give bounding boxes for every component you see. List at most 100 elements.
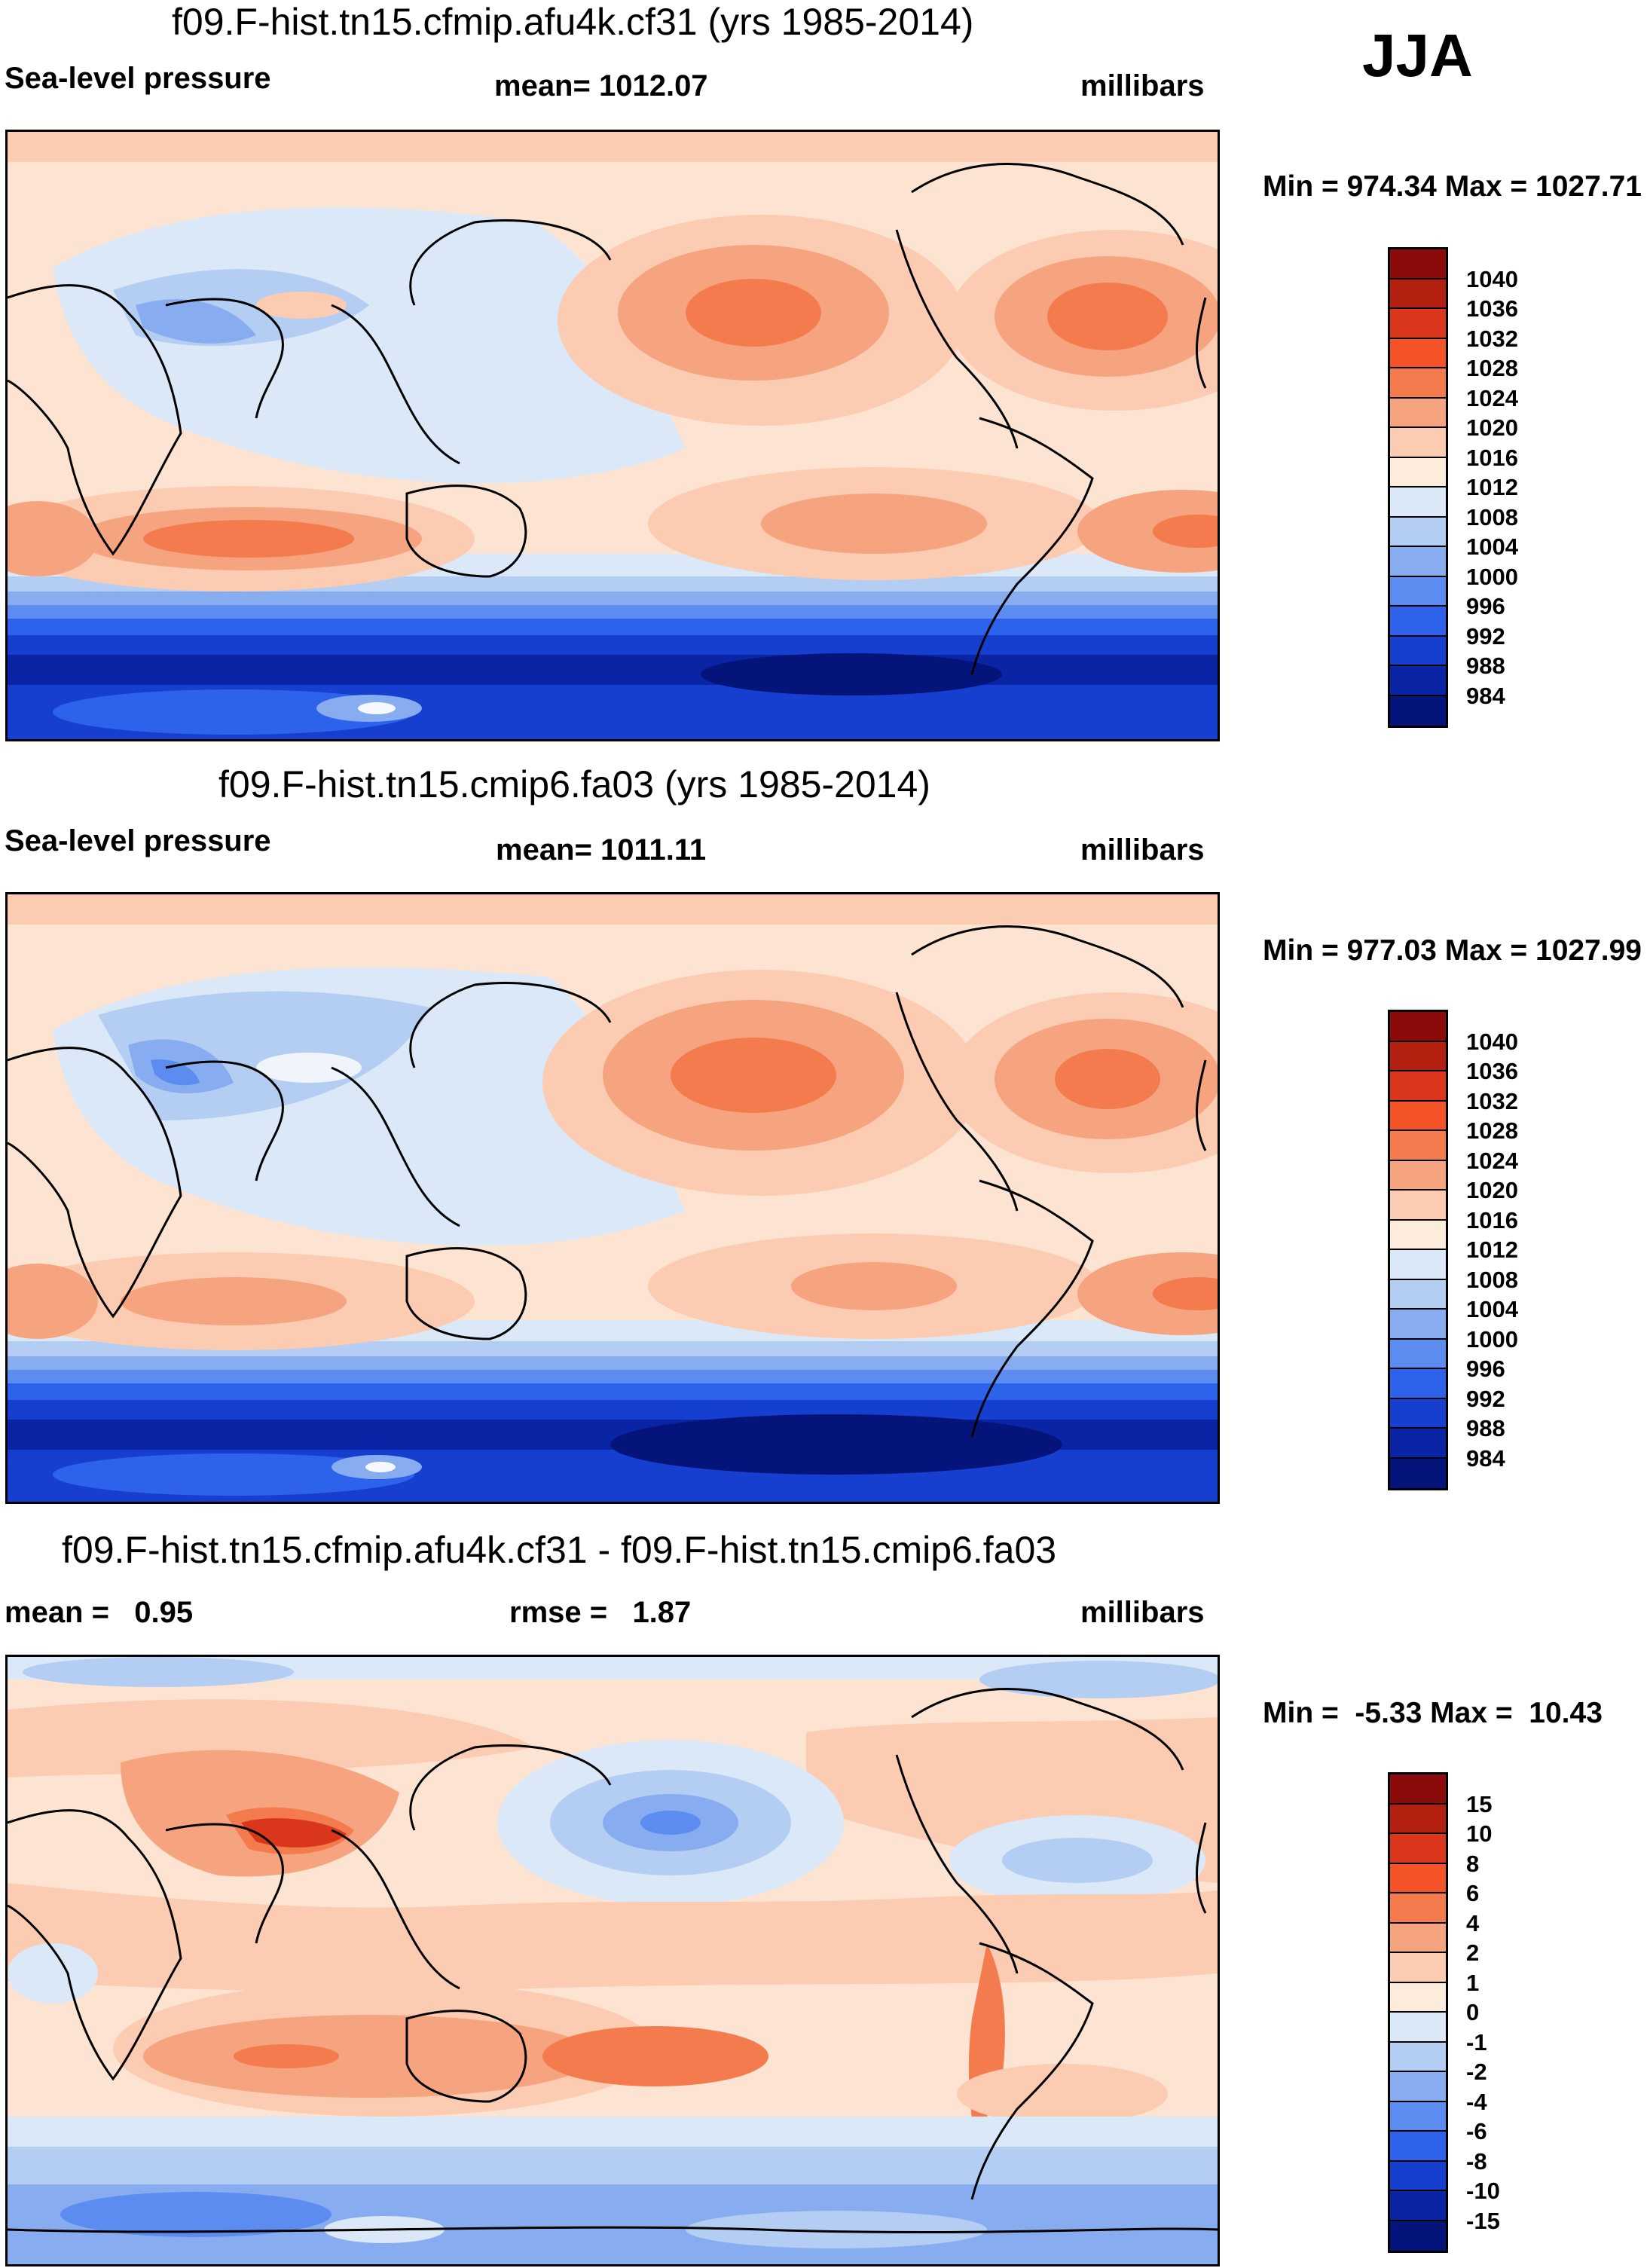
panel-3-colorbar-tick-label: -6 [1466, 2118, 1487, 2144]
panel-1-colorbar-segments [1390, 249, 1446, 726]
panel-2-colorbar-tick-label: 1000 [1466, 1325, 1518, 1353]
panel-3-colorbar-tick-label: 2 [1466, 1939, 1480, 1966]
panel-2-colorbar-tick-label: 1016 [1466, 1206, 1518, 1233]
panel-2-map [5, 892, 1220, 1504]
panel-2-colorbar-swatch [1390, 1012, 1446, 1042]
panel-3-colorbar-tick-label: 15 [1466, 1790, 1493, 1817]
panel-1-colorbar-swatch [1390, 279, 1446, 309]
panel-2-colorbar-tick-label: 1040 [1466, 1028, 1518, 1055]
panel-3-minmax: Min = -5.33 Max = 10.43 [1263, 1697, 1603, 1729]
panel-3-units-label: millibars [1080, 1596, 1205, 1629]
panel-3-colorbar-tick-label: 4 [1466, 1909, 1480, 1936]
panel-2-colorbar-swatch [1390, 1398, 1446, 1429]
panel-3-colorbar-swatch [1390, 1953, 1446, 1983]
panel-2-mean-label: mean= 1011.11 [496, 833, 707, 867]
panel-1-colorbar-tick-label: 1016 [1466, 444, 1518, 471]
panel-2-colorbar-tick-label: 1032 [1466, 1087, 1518, 1114]
panel-2-minmax: Min = 977.03 Max = 1027.99 [1263, 934, 1642, 967]
panel-3-colorbar-tick-label: -8 [1466, 2147, 1487, 2175]
panel-3-colorbar-swatch [1390, 1982, 1446, 2013]
panel-2-colorbar-swatch [1390, 1250, 1446, 1280]
panel-1-colorbar-swatch [1390, 695, 1446, 726]
panel-1-mean-label: mean= 1012.07 [494, 69, 708, 102]
panel-3-colorbar-tick-label: -4 [1466, 2088, 1487, 2115]
panel-2-colorbar-swatch [1390, 1310, 1446, 1340]
panel-3-colorbar-segments [1390, 1774, 1446, 2251]
panel-1-colorbar-tick-label: 988 [1466, 653, 1505, 679]
panel-1-colorbar-tick-label: 992 [1466, 622, 1505, 650]
panel-1-minmax: Min = 974.34 Max = 1027.71 [1263, 170, 1642, 203]
panel-1-colorbar [1388, 247, 1448, 728]
panel-3-colorbar-tick-label: 8 [1466, 1850, 1480, 1877]
panel-3-colorbar [1388, 1772, 1448, 2253]
panel-1-colorbar-swatch [1390, 607, 1446, 637]
panel-3-colorbar-tick-label: 0 [1466, 1999, 1480, 2025]
panel-2-colorbar-swatch [1390, 1220, 1446, 1250]
panel-1-colorbar-tick-label: 996 [1466, 593, 1505, 619]
panel-1-variable-label: Sea-level pressure [5, 62, 271, 95]
season-label: JJA [1362, 22, 1473, 89]
panel-2-colorbar-tick-label: 1024 [1466, 1147, 1518, 1174]
panel-3-colorbar-swatch [1390, 2013, 1446, 2043]
panel-1-colorbar-swatch [1390, 457, 1446, 488]
panel-2-colorbar-tick-label: 1012 [1466, 1236, 1518, 1263]
panel-2-colorbar-tick-label: 1020 [1466, 1177, 1518, 1203]
panel-1-colorbar-tick-label: 1000 [1466, 563, 1518, 590]
panel-1-colorbar-swatch [1390, 666, 1446, 696]
panel-2-title: f09.F-hist.tn15.cmip6.fa03 (yrs 1985-201… [218, 763, 930, 805]
panel-2-variable-label: Sea-level pressure [5, 824, 271, 857]
panel-1-colorbar-swatch [1390, 547, 1446, 577]
panel-1-colorbar-tick-label: 1028 [1466, 355, 1518, 381]
panel-1-colorbar-tick-label: 1020 [1466, 414, 1518, 441]
panel-3-colorbar-swatch [1390, 1834, 1446, 1864]
panel-2-colorbar-swatch [1390, 1160, 1446, 1191]
panel-3-colorbar-swatch [1390, 2132, 1446, 2162]
panel-2-colorbar-tick-label: 996 [1466, 1356, 1505, 1382]
panel-3-colorbar-swatch [1390, 2161, 1446, 2191]
panel-2-colorbar-tick-label: 992 [1466, 1385, 1505, 1412]
panel-2-colorbar-swatch [1390, 1369, 1446, 1399]
panel-2-colorbar-tick-label: 1036 [1466, 1058, 1518, 1084]
panel-1-colorbar-tick-label: 1024 [1466, 384, 1518, 411]
panel-3-colorbar-tick-label: -10 [1466, 2178, 1500, 2204]
panel-1-colorbar-tick-label: 1032 [1466, 325, 1518, 352]
panel-2-colorbar-tick-label: 1028 [1466, 1117, 1518, 1144]
panel-2-colorbar-swatch [1390, 1101, 1446, 1131]
panel-3-colorbar-tick-label: -1 [1466, 2028, 1487, 2056]
panel-2-colorbar-swatch [1390, 1458, 1446, 1488]
panel-1-colorbar-swatch [1390, 368, 1446, 399]
panel-1-colorbar-swatch [1390, 309, 1446, 339]
panel-3-colorbar-tick-label: -2 [1466, 2059, 1487, 2085]
panel-1-colorbar-tick-label: 1012 [1466, 474, 1518, 500]
panel-3-map [5, 1655, 1220, 2266]
panel-1-units-label: millibars [1080, 69, 1205, 102]
panel-2-colorbar-swatch [1390, 1191, 1446, 1221]
panel-1-colorbar-swatch [1390, 517, 1446, 547]
panel-1-colorbar-tick-label: 1008 [1466, 503, 1518, 530]
panel-3-colorbar-swatch [1390, 1894, 1446, 1924]
panel-3-colorbar-tick-label: 6 [1466, 1880, 1480, 1906]
panel-2-units-label: millibars [1080, 833, 1205, 867]
panel-3-title: f09.F-hist.tn15.cfmip.afu4k.cf31 - f09.F… [62, 1529, 1057, 1571]
panel-3-colorbar-swatch [1390, 2072, 1446, 2102]
panel-2-colorbar-swatch [1390, 1131, 1446, 1161]
panel-2-colorbar-segments [1390, 1012, 1446, 1488]
panel-1-colorbar-tick-label: 1040 [1466, 265, 1518, 292]
panel-3-colorbar-tick-label: 10 [1466, 1820, 1493, 1847]
panel-1-colorbar-swatch [1390, 428, 1446, 458]
panel-1-colorbar-tick-label: 1036 [1466, 295, 1518, 322]
panel-1-colorbar-swatch [1390, 488, 1446, 518]
panel-1-title: f09.F-hist.tn15.cfmip.afu4k.cf31 (yrs 19… [172, 1, 974, 43]
panel-3-colorbar-swatch [1390, 1774, 1446, 1805]
panel-1-colorbar-swatch [1390, 636, 1446, 666]
panel-3-colorbar-swatch [1390, 1923, 1446, 1953]
panel-1-colorbar-swatch [1390, 338, 1446, 368]
panel-3-colorbar-swatch [1390, 2191, 1446, 2221]
panel-1-map [5, 130, 1220, 741]
panel-3-colorbar-tick-label: -15 [1466, 2207, 1500, 2234]
panel-3-colorbar-swatch [1390, 2221, 1446, 2251]
panel-2-colorbar-swatch [1390, 1429, 1446, 1459]
panel-3-colorbar-swatch [1390, 2042, 1446, 2072]
panel-2-colorbar-tick-label: 984 [1466, 1444, 1505, 1472]
panel-3-colorbar-swatch [1390, 2101, 1446, 2132]
